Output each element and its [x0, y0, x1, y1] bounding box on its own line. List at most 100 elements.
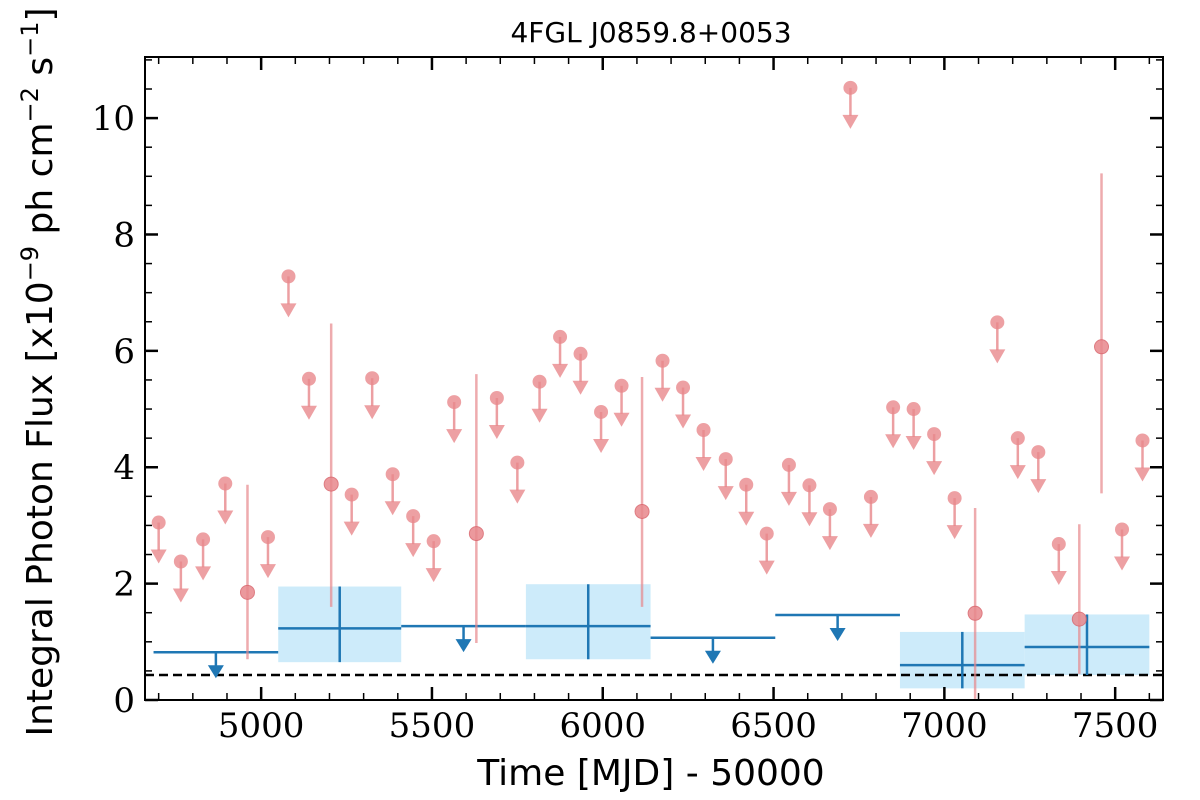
short-bin-upper-limit-arrow	[885, 434, 902, 449]
long-bin-upper-limit-arrow	[455, 639, 472, 653]
y-axis-label-unit: ph cm	[20, 122, 61, 245]
short-bin-upper-limit-arrow	[613, 412, 630, 427]
short-bin-upper-limit-arrow	[572, 380, 589, 395]
short-bin-point	[239, 584, 255, 600]
short-bin-upper-limit	[594, 404, 609, 419]
y-tick-label: 2	[113, 565, 135, 605]
short-bin-upper-limit-arrow	[717, 486, 734, 501]
short-bin-upper-limit	[218, 476, 233, 491]
short-bin-upper-limit-arrow	[300, 405, 317, 420]
short-bin-upper-limit	[553, 329, 568, 344]
short-bin-upper-limit	[426, 534, 441, 549]
short-bin-upper-limit-arrow	[758, 560, 775, 575]
short-bin-upper-limit	[344, 487, 359, 502]
short-bin-upper-limit	[947, 491, 962, 506]
short-bin-upper-limit	[676, 380, 691, 395]
short-bin-upper-limit	[301, 371, 316, 386]
short-bin-upper-limit	[196, 532, 211, 547]
short-bin-upper-limit	[406, 509, 421, 524]
short-bin-upper-limit	[489, 390, 504, 405]
short-bin-upper-limit	[696, 422, 711, 437]
short-bin-upper-limit-arrow	[531, 408, 548, 423]
x-tick-label: 6000	[559, 706, 646, 746]
short-bin-upper-limit-arrow	[946, 525, 963, 540]
short-bin-point	[967, 605, 983, 621]
short-bin-upper-limit	[173, 554, 188, 569]
short-bin-upper-limit	[614, 378, 629, 393]
short-bin-point	[323, 476, 339, 492]
x-tick-label: 6500	[730, 706, 817, 746]
short-bin-upper-limit-arrow	[1050, 571, 1067, 586]
short-bin-upper-limit	[718, 452, 733, 467]
short-bin-upper-limit	[781, 457, 796, 472]
short-bin-upper-limit-arrow	[259, 564, 276, 579]
short-bin-upper-limit	[510, 455, 525, 470]
short-bin-upper-limit-arrow	[405, 543, 422, 558]
short-bin-upper-limit-arrow	[1134, 467, 1151, 482]
short-bin-upper-limit	[1115, 522, 1130, 537]
short-bin-upper-limit	[927, 427, 942, 442]
short-bin-upper-limit	[260, 530, 275, 545]
short-bin-upper-limit-arrow	[842, 114, 859, 129]
short-bin-upper-limit	[532, 374, 547, 389]
short-bin-upper-limit-arrow	[150, 549, 167, 564]
plot-area: 5000 5500 6000 6500 7000 7500 0 2 4 6 8 10	[92, 56, 1164, 746]
short-bin-upper-limit-arrow	[926, 461, 943, 476]
short-bin-upper-limit-arrow	[821, 536, 838, 551]
short-bin-upper-limit-arrow	[195, 566, 212, 581]
short-bin-upper-limit	[573, 346, 588, 361]
short-bin-upper-limit	[906, 402, 921, 417]
y-axis-label-exp: −1	[16, 22, 44, 57]
short-bin-upper-limit-arrow	[488, 424, 505, 439]
chart-title: 4FGL J0859.8+0053	[510, 16, 791, 49]
short-bin-upper-limit-arrow	[738, 511, 755, 526]
y-axis-label-unit: ]	[20, 7, 61, 21]
short-bin-upper-limit-arrow	[695, 456, 712, 471]
x-tick-label: 5500	[389, 706, 476, 746]
short-bin-upper-limit	[843, 80, 858, 95]
short-bin-upper-limit	[1051, 537, 1066, 552]
short-bin-upper-limit-arrow	[552, 363, 569, 378]
y-axis-label-main: Integral Photon Flux [x10	[20, 281, 61, 736]
short-bin-upper-limit-arrow	[172, 588, 189, 603]
x-tick-label: 5000	[218, 706, 305, 746]
short-bin-upper-limit-arrow	[384, 501, 401, 516]
short-bin-upper-limit-arrow	[862, 523, 879, 538]
short-bin-upper-limit-arrow	[446, 429, 463, 444]
y-tick-label: 10	[92, 99, 135, 139]
short-bin-point	[634, 503, 650, 519]
short-bin-upper-limit	[990, 315, 1005, 330]
short-bin-upper-limit-arrow	[989, 349, 1006, 364]
short-bin-upper-limit	[1010, 431, 1025, 446]
short-bin-upper-limit-arrow	[1009, 465, 1026, 480]
long-bin-upper-limit-arrow	[704, 650, 721, 664]
short-bin-upper-limit	[1135, 433, 1150, 448]
short-bin-point	[1094, 339, 1110, 355]
short-bin-point	[1071, 611, 1087, 627]
short-bin-upper-limit-arrow	[364, 405, 381, 420]
long-bin-upper-limit-arrow	[207, 665, 224, 679]
short-bin-upper-limit-arrow	[217, 510, 234, 525]
short-bin-upper-limit-arrow	[801, 512, 818, 527]
short-bin-upper-limit-arrow	[654, 387, 671, 402]
short-bin-upper-limit	[802, 478, 817, 493]
short-bin-upper-limit	[655, 353, 670, 368]
short-bin-upper-limit	[281, 269, 296, 284]
short-bin-upper-limit	[822, 502, 837, 517]
short-bin-upper-limit-arrow	[343, 521, 360, 536]
short-bin-upper-limit-arrow	[593, 438, 610, 453]
short-bin-upper-limit-arrow	[780, 491, 797, 506]
y-tick-label: 4	[113, 448, 135, 488]
short-bin-upper-limit	[1031, 445, 1046, 460]
short-bin-upper-limit	[739, 477, 754, 492]
short-bin-upper-limit	[863, 489, 878, 504]
y-axis-label-unit: s	[20, 57, 61, 87]
y-tick-label: 6	[113, 332, 135, 372]
short-bin-upper-limit-arrow	[1114, 556, 1131, 571]
short-bin-upper-limit	[365, 371, 380, 386]
short-bin-upper-limit-arrow	[425, 568, 442, 583]
short-bin-upper-limit	[886, 400, 901, 415]
short-bin-upper-limit-arrow	[509, 489, 526, 504]
short-bin-upper-limit	[151, 515, 166, 530]
